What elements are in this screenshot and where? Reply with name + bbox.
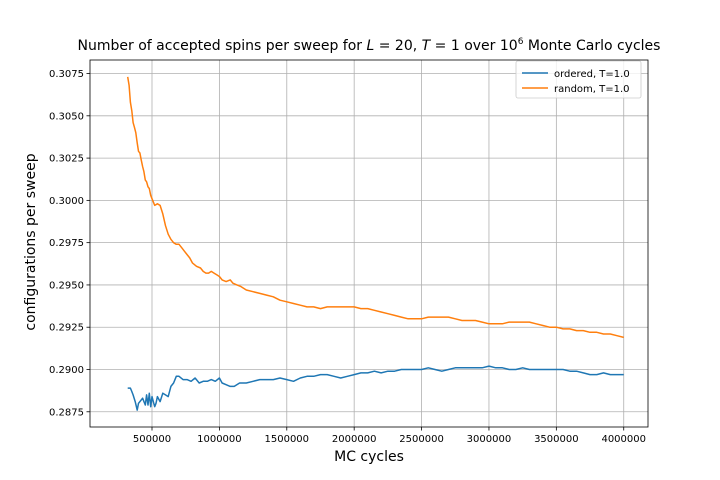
legend: ordered, T=1.0 random, T=1.0 xyxy=(515,60,642,99)
x-tick-label: 1500000 xyxy=(265,434,310,445)
y-axis-label: configurations per sweep xyxy=(23,153,39,330)
chart-title: Number of accepted spins per sweep for L… xyxy=(78,37,661,54)
plot-area xyxy=(126,76,624,411)
x-tick-label: 500000 xyxy=(133,434,171,445)
x-axis-ticks: 500000 1000000 1500000 2000000 2500000 300000… xyxy=(133,427,646,445)
y-tick-label: 0.2875 xyxy=(49,407,84,418)
y-tick-label: 0.2925 xyxy=(49,323,84,334)
x-tick-label: 2500000 xyxy=(399,434,444,445)
y-tick-label: 0.2900 xyxy=(49,365,84,376)
x-tick-label: 2000000 xyxy=(332,434,377,445)
legend-label-ordered: ordered, T=1.0 xyxy=(554,69,630,80)
legend-label-random: random, T=1.0 xyxy=(554,84,630,95)
x-tick-label: 4000000 xyxy=(601,434,646,445)
x-axis-label: MC cycles xyxy=(334,449,404,465)
y-tick-label: 0.3025 xyxy=(49,154,84,165)
ordered-series-line xyxy=(127,365,624,411)
y-tick-label: 0.3050 xyxy=(49,111,84,122)
x-tick-label: 3000000 xyxy=(467,434,512,445)
y-tick-label: 0.3075 xyxy=(49,69,84,80)
x-tick-label: 3500000 xyxy=(534,434,579,445)
y-axis-ticks: 0.2875 0.2900 0.2925 0.2950 0.2975 0.3000 0.30… xyxy=(49,69,90,418)
axes-frame xyxy=(89,59,649,428)
y-tick-label: 0.2950 xyxy=(49,280,84,291)
y-tick-label: 0.3000 xyxy=(49,196,84,207)
y-tick-label: 0.2975 xyxy=(49,238,84,249)
random-series-line xyxy=(126,76,624,339)
x-tick-label: 1000000 xyxy=(197,434,242,445)
